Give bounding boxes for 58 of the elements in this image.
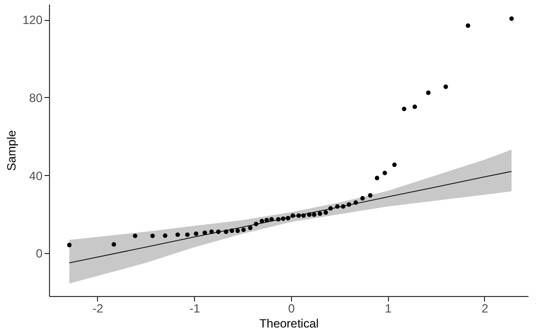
point (426, 90, 431, 95)
y-tick-label: 80 (29, 90, 43, 105)
point (150, 234, 155, 238)
point (241, 228, 246, 232)
point (324, 210, 328, 215)
y-tick-label: 40 (29, 168, 43, 183)
point (260, 218, 264, 224)
point (328, 206, 333, 211)
point (346, 202, 352, 207)
point (202, 230, 208, 235)
y-tick-label: 0 (36, 246, 43, 261)
point (286, 216, 290, 220)
point (280, 216, 286, 221)
point (412, 104, 418, 110)
x-tick-label: -2 (92, 302, 104, 316)
point (216, 230, 221, 234)
point (444, 84, 448, 89)
point (162, 233, 168, 238)
point (368, 193, 373, 198)
point (224, 230, 228, 234)
point (340, 204, 346, 209)
point (230, 228, 234, 234)
point (312, 212, 316, 217)
point (112, 242, 116, 247)
point (307, 212, 312, 217)
x-tick-label: 0 (288, 302, 296, 316)
y-tick-label: 120 (22, 13, 43, 28)
point (194, 231, 198, 236)
x-axis-title: Theoretical (259, 316, 319, 330)
point (248, 226, 253, 230)
point (360, 196, 365, 201)
point (392, 162, 397, 168)
point (374, 176, 380, 180)
x-tick-label: -1 (189, 302, 200, 316)
point (209, 230, 214, 234)
point (264, 218, 269, 222)
point (175, 232, 180, 237)
x-tick-label: 1 (384, 302, 392, 316)
point (354, 200, 358, 205)
point (402, 106, 406, 112)
line-series (68, 171, 512, 264)
point (185, 232, 190, 237)
point (235, 228, 240, 234)
point (254, 222, 258, 226)
point (67, 242, 72, 248)
y-axis-title: Sample (4, 130, 18, 171)
point (296, 213, 301, 218)
point (301, 213, 306, 218)
point (269, 217, 274, 222)
point (132, 234, 138, 238)
point (335, 204, 340, 209)
x-tick-label: 2 (482, 302, 489, 316)
point (290, 213, 296, 218)
point (382, 170, 388, 176)
point (318, 211, 322, 216)
point (276, 217, 281, 222)
point (466, 23, 470, 28)
point (509, 16, 514, 21)
